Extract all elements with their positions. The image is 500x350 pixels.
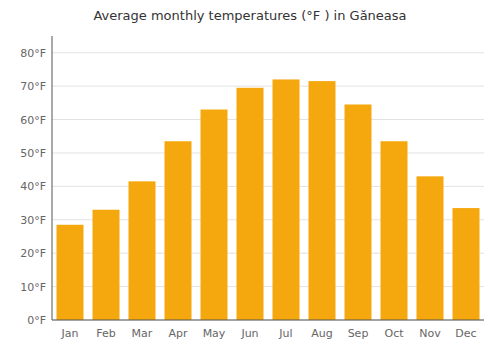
x-tick-label: Jan xyxy=(61,327,79,340)
y-tick-label: 0°F xyxy=(27,314,46,327)
bar xyxy=(165,141,192,320)
grid-line xyxy=(52,152,484,153)
grid-line xyxy=(52,86,484,87)
bar xyxy=(93,210,120,320)
bars xyxy=(57,79,480,320)
bar xyxy=(453,208,480,320)
bar xyxy=(309,81,336,320)
grid-line xyxy=(52,320,484,321)
bar xyxy=(237,88,264,320)
grid-line xyxy=(52,52,484,53)
x-tick-label: Aug xyxy=(311,327,332,340)
chart-container: Average monthly temperatures (°F ) in Gă… xyxy=(0,0,500,350)
bar xyxy=(57,225,84,320)
chart-svg: Average monthly temperatures (°F ) in Gă… xyxy=(0,0,500,350)
y-tick-label: 40°F xyxy=(20,180,46,193)
y-tick-label: 30°F xyxy=(20,214,46,227)
bar xyxy=(201,110,228,320)
y-axis-line xyxy=(52,36,53,320)
bar xyxy=(345,104,372,320)
x-tick-label: May xyxy=(203,327,226,340)
grid xyxy=(52,53,484,320)
y-tick-label: 10°F xyxy=(20,281,46,294)
chart-title: Average monthly temperatures (°F ) in Gă… xyxy=(93,8,406,23)
x-tick-label: Mar xyxy=(132,327,153,340)
bar xyxy=(417,176,444,320)
x-tick-label: Jun xyxy=(240,327,258,340)
x-tick-label: Oct xyxy=(384,327,404,340)
bar xyxy=(381,141,408,320)
y-tick-label: 60°F xyxy=(20,114,46,127)
x-tick-label: Dec xyxy=(455,327,476,340)
bar xyxy=(273,79,300,320)
x-tick-label: Sep xyxy=(348,327,369,340)
y-tick-label: 50°F xyxy=(20,147,46,160)
bar xyxy=(129,181,156,320)
x-tick-label: Apr xyxy=(168,327,188,340)
x-tick-label: Nov xyxy=(419,327,441,340)
y-tick-label: 20°F xyxy=(20,247,46,260)
x-tick-label: Jul xyxy=(278,327,292,340)
y-tick-label: 80°F xyxy=(20,47,46,60)
grid-line xyxy=(52,119,484,120)
x-axis-line xyxy=(52,320,484,321)
x-tick-label: Feb xyxy=(96,327,115,340)
y-tick-label: 70°F xyxy=(20,80,46,93)
